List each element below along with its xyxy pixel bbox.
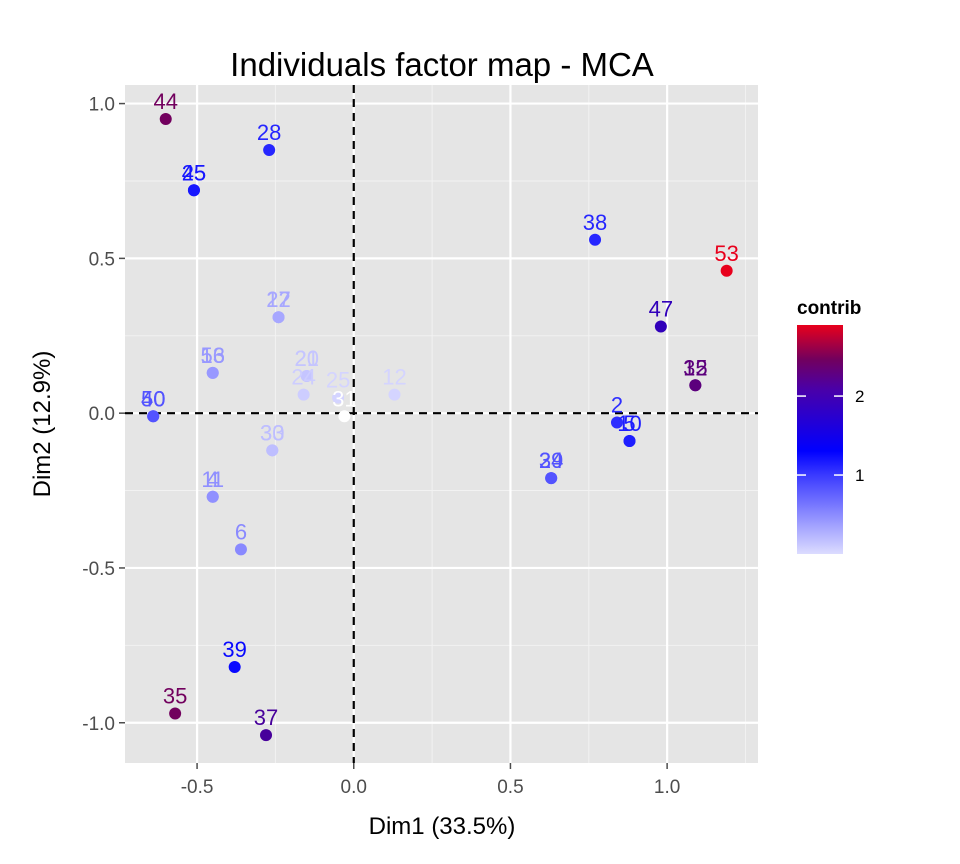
point-25 — [332, 391, 345, 404]
legend-ticks: 12 — [797, 387, 864, 485]
chart-title: Individuals factor map - MCA — [230, 46, 654, 83]
point-label-2: 2 — [611, 392, 623, 417]
minor-gridlines — [125, 85, 758, 763]
point-label-56: 56 — [201, 343, 225, 368]
point-25 — [187, 184, 200, 197]
point-50 — [147, 410, 160, 423]
point-label-28: 28 — [257, 120, 281, 145]
y-tick-label: -1.0 — [82, 714, 115, 735]
y-tick-label: 0.5 — [89, 249, 115, 270]
point-label-35: 35 — [163, 683, 187, 708]
point-34 — [545, 472, 558, 485]
x-tick-label: 0.0 — [341, 777, 367, 798]
point-label-22: 22 — [266, 287, 290, 312]
point-label-44: 44 — [153, 89, 177, 114]
point-10 — [623, 435, 636, 448]
point-label-38: 38 — [583, 210, 607, 235]
y-tick-label: -0.5 — [82, 559, 115, 580]
point-39 — [228, 661, 241, 674]
point-38 — [589, 233, 602, 246]
point-13 — [206, 366, 219, 379]
point-22 — [272, 311, 285, 324]
point-label-25: 25 — [326, 368, 350, 393]
point-33 — [266, 444, 279, 457]
point-11 — [206, 490, 219, 503]
point-21 — [300, 370, 313, 383]
point-label-31: 31 — [332, 386, 356, 411]
point-label-53: 53 — [714, 241, 738, 266]
point-37 — [260, 729, 273, 742]
point-53 — [720, 264, 733, 277]
point-2 — [610, 416, 623, 429]
point-label-33: 33 — [260, 420, 284, 445]
point-label-24: 24 — [291, 365, 315, 390]
data-points — [147, 113, 733, 742]
legend-tick-label: 1 — [855, 466, 864, 485]
point-label-47: 47 — [649, 296, 673, 321]
point-35 — [169, 707, 182, 720]
point-24 — [297, 388, 310, 401]
point-12 — [388, 388, 401, 401]
point-label-17: 17 — [266, 287, 290, 312]
point-32 — [689, 379, 702, 392]
point-31 — [338, 410, 351, 423]
y-tick-label: 0.0 — [89, 404, 115, 425]
point-label-34: 34 — [539, 448, 563, 473]
point-label-29: 29 — [539, 448, 563, 473]
point-label-5: 5 — [623, 411, 635, 436]
x-tick-label: 0.5 — [497, 777, 523, 798]
x-axis: -0.5 0.0 0.5 1.0 — [181, 763, 680, 798]
x-axis-title: Dim1 (33.5%) — [369, 813, 516, 840]
legend-tick-label: 2 — [855, 387, 864, 406]
point-6 — [234, 543, 247, 556]
point-label-50: 50 — [141, 386, 165, 411]
point-label-4: 4 — [207, 467, 219, 492]
y-axis-title: Dim2 (12.9%) — [29, 351, 56, 498]
point-label-25: 25 — [182, 160, 206, 185]
point-label-15: 15 — [683, 355, 707, 380]
y-axis: -1.0 -0.5 0.0 0.5 1.0 — [82, 95, 125, 735]
point-label-37: 37 — [254, 705, 278, 730]
point-label-20: 20 — [295, 346, 319, 371]
legend-colorbar — [797, 325, 843, 554]
legend-title: contrib — [797, 298, 861, 319]
x-tick-label: -0.5 — [181, 777, 214, 798]
point-label-11: 11 — [201, 467, 224, 492]
legend: contrib 12 — [797, 298, 864, 554]
point-28 — [263, 144, 276, 157]
point-label-10: 10 — [617, 411, 641, 436]
y-tick-label: 1.0 — [89, 95, 115, 116]
point-label-45: 45 — [182, 160, 206, 185]
point-47 — [654, 320, 667, 333]
point-label-39: 39 — [222, 637, 246, 662]
point-label-6: 6 — [235, 519, 247, 544]
point-label-13: 13 — [201, 343, 225, 368]
point-label-30: 30 — [260, 420, 284, 445]
plot-panel — [125, 85, 758, 763]
x-tick-label: 1.0 — [654, 777, 680, 798]
point-label-21: 21 — [295, 346, 319, 371]
point-label-32: 32 — [683, 355, 707, 380]
point-44 — [159, 113, 172, 126]
point-label-12: 12 — [382, 365, 406, 390]
point-label-40: 40 — [141, 386, 165, 411]
